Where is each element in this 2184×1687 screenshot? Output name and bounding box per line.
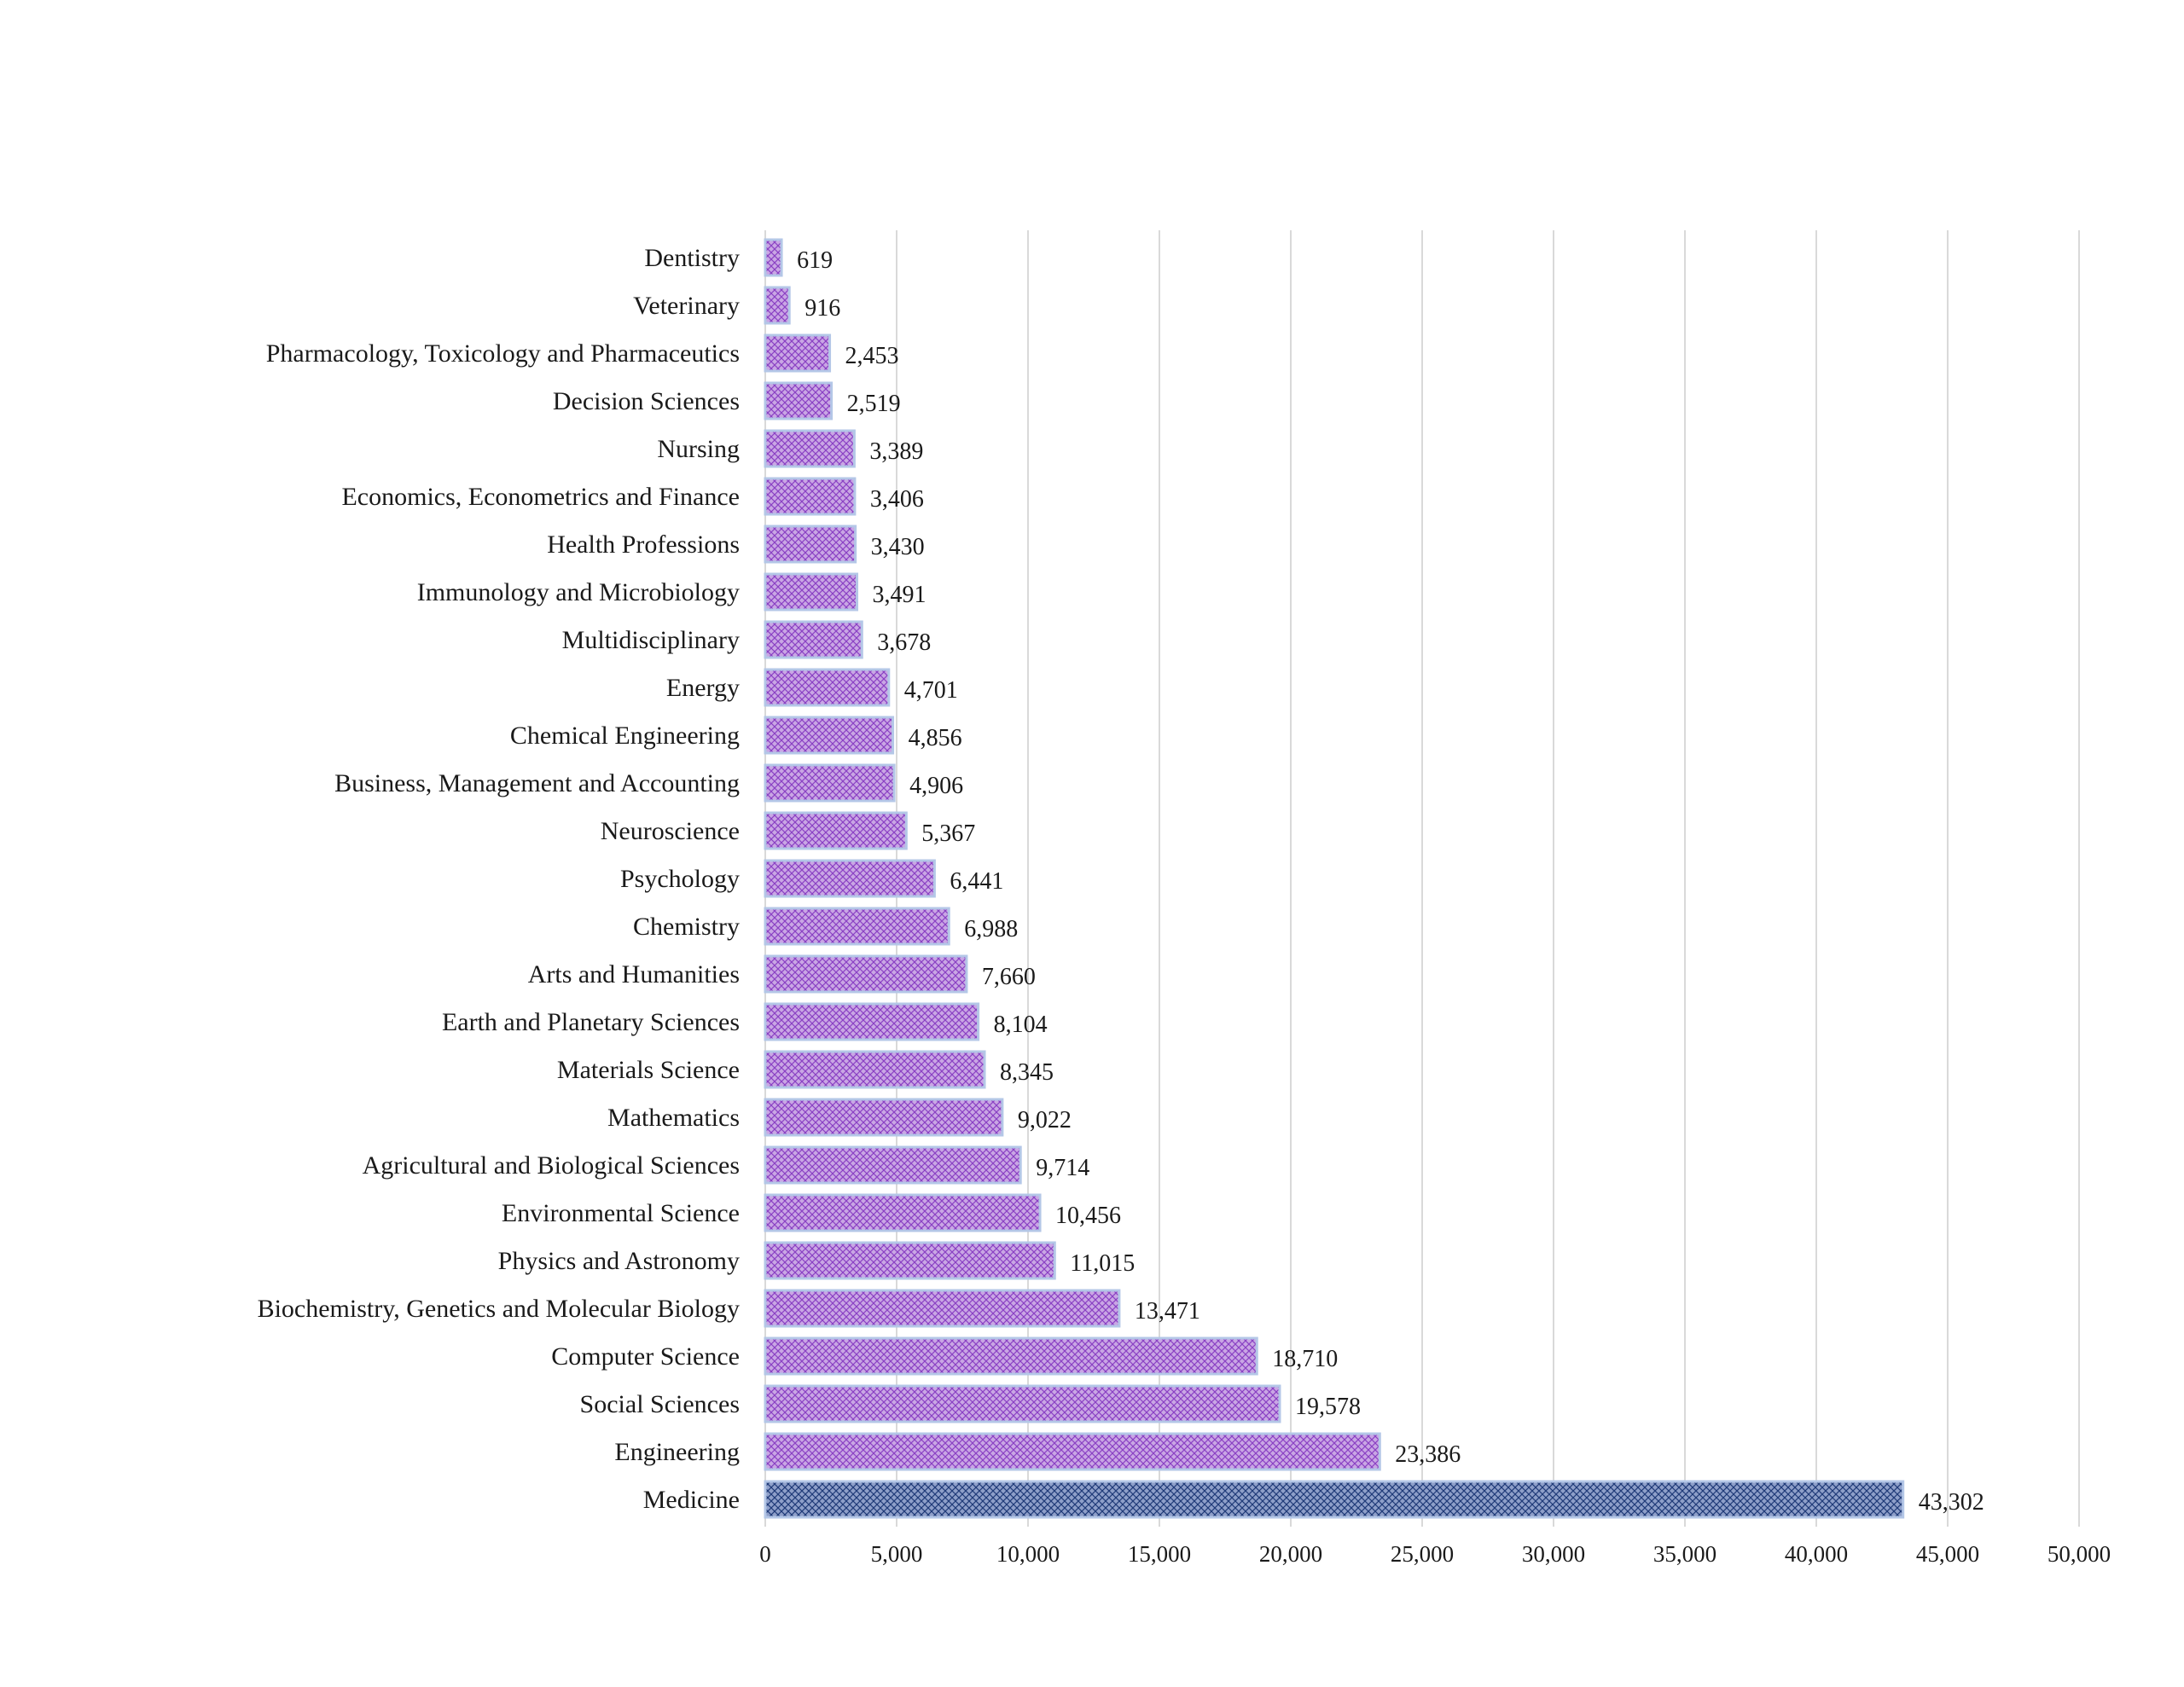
bar <box>764 1384 1281 1423</box>
category-label: Neuroscience <box>601 817 740 845</box>
value-label: 4,701 <box>904 677 958 704</box>
value-label: 13,471 <box>1135 1298 1200 1325</box>
value-label: 3,491 <box>873 582 926 608</box>
bars <box>764 238 1905 1519</box>
category-label: Pharmacology, Toxicology and Pharmaceuti… <box>266 339 740 368</box>
category-label: Agricultural and Biological Sciences <box>363 1151 740 1180</box>
category-label: Computer Science <box>551 1342 740 1371</box>
bar <box>764 286 791 325</box>
value-label: 5,367 <box>921 820 975 847</box>
bar <box>764 572 859 612</box>
bar <box>764 1050 986 1089</box>
category-label: Health Professions <box>547 530 740 559</box>
value-label: 3,406 <box>870 486 924 513</box>
value-label: 7,660 <box>982 964 1036 990</box>
bar <box>764 811 908 850</box>
value-label: 6,988 <box>964 916 1018 942</box>
bar <box>764 381 834 420</box>
category-label: Mathematics <box>607 1104 740 1132</box>
bar <box>764 1002 980 1041</box>
value-label: 10,456 <box>1055 1203 1121 1229</box>
bar <box>764 238 783 277</box>
category-label: Chemistry <box>633 913 740 941</box>
bar <box>764 429 856 468</box>
value-label: 6,441 <box>950 868 1003 895</box>
category-label: Physics and Astronomy <box>498 1247 740 1275</box>
category-label: Veterinary <box>633 292 740 320</box>
x-tick-label: 25,000 <box>1391 1541 1454 1567</box>
gridlines <box>764 230 2080 1527</box>
value-label: 3,430 <box>871 534 925 560</box>
bar <box>764 859 936 898</box>
bar <box>764 1193 1042 1232</box>
x-tick-label: 30,000 <box>1522 1541 1585 1567</box>
value-label: 18,710 <box>1272 1346 1338 1372</box>
category-label: Earth and Planetary Sciences <box>442 1008 740 1036</box>
value-label: 43,302 <box>1919 1489 1984 1516</box>
value-label: 4,906 <box>909 773 963 799</box>
x-tick-label: 10,000 <box>996 1541 1060 1567</box>
category-label: Chemical Engineering <box>510 722 740 750</box>
x-tick-label: 5,000 <box>871 1541 923 1567</box>
category-label: Dentistry <box>644 244 740 272</box>
value-label: 23,386 <box>1395 1441 1461 1468</box>
category-label: Business, Management and Accounting <box>334 769 740 797</box>
value-label: 2,453 <box>845 343 899 369</box>
category-label: Decision Sciences <box>553 387 740 415</box>
bar <box>764 1432 1381 1471</box>
category-label: Nursing <box>657 435 740 463</box>
category-label: Immunology and Microbiology <box>417 578 740 606</box>
category-labels: Dentistry Veterinary Pharmacology, Toxicol… <box>258 244 740 1514</box>
x-tick-label: 15,000 <box>1128 1541 1191 1567</box>
value-label: 11,015 <box>1070 1250 1135 1277</box>
value-label: 3,389 <box>869 438 923 465</box>
value-label: 8,345 <box>1000 1059 1054 1086</box>
value-label: 4,856 <box>909 725 962 751</box>
bar <box>764 1289 1121 1328</box>
category-label: Medicine <box>643 1486 740 1514</box>
category-label: Engineering <box>614 1438 740 1466</box>
value-label: 9,022 <box>1018 1107 1072 1133</box>
value-label: 19,578 <box>1295 1394 1361 1420</box>
bar <box>764 907 950 946</box>
x-tick-label: 20,000 <box>1259 1541 1322 1567</box>
bar <box>764 763 896 803</box>
x-tick-label: 0 <box>759 1541 771 1567</box>
category-label: Energy <box>666 674 740 702</box>
bar <box>764 1480 1905 1519</box>
value-label: 916 <box>804 295 840 322</box>
x-tick-label: 50,000 <box>2048 1541 2111 1567</box>
x-tick-label: 40,000 <box>1785 1541 1848 1567</box>
category-label: Materials Science <box>557 1056 740 1084</box>
bar <box>764 1241 1056 1280</box>
value-label: 619 <box>797 247 833 274</box>
category-label: Economics, Econometrics and Finance <box>341 483 740 511</box>
bar <box>764 620 863 659</box>
category-label: Social Sciences <box>580 1390 740 1418</box>
value-label: 2,519 <box>847 391 901 417</box>
bar <box>764 668 891 707</box>
value-label: 9,714 <box>1036 1155 1089 1181</box>
bar <box>764 477 857 516</box>
category-label: Biochemistry, Genetics and Molecular Bio… <box>258 1295 740 1323</box>
x-tick-label: 35,000 <box>1653 1541 1716 1567</box>
bar <box>764 1336 1258 1376</box>
value-label: 8,104 <box>994 1012 1048 1038</box>
value-label: 3,678 <box>877 629 931 656</box>
category-label: Psychology <box>620 865 740 893</box>
x-axis-tick-labels: 0 5,000 10,000 15,000 20,000 25,000 30,000 35,0… <box>759 1541 2111 1567</box>
bar <box>764 1098 1004 1137</box>
category-label: Arts and Humanities <box>528 960 740 988</box>
category-label: Environmental Science <box>502 1199 740 1227</box>
x-tick-label: 45,000 <box>1916 1541 1979 1567</box>
bar <box>764 716 895 755</box>
category-label: Multidisciplinary <box>562 626 740 654</box>
bar <box>764 333 832 373</box>
bar <box>764 1145 1022 1185</box>
bar <box>764 525 857 564</box>
bar <box>764 954 968 994</box>
